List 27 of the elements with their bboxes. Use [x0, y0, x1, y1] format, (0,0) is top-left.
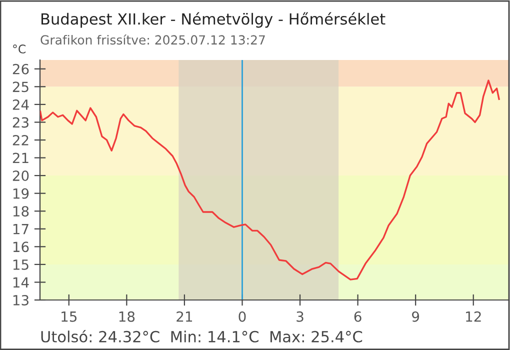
y-tick-label: 20 [12, 170, 29, 182]
y-tick-label: 19 [13, 188, 29, 199]
y-tick-label: 22 [12, 134, 28, 146]
y-tick-label: 18 [13, 206, 29, 217]
y-axis-title: °C [13, 44, 26, 54]
y-tick-label: 14 [13, 277, 29, 288]
chart-title: Budapest XII.ker - Németvölgy - Hőmérséklet [42, 12, 386, 28]
y-tick-label: 17 [13, 224, 28, 234]
y-tick-label: 15 [13, 260, 28, 270]
chart-subtitle: Grafikon frissítve: 2025.07.12 13:27 [40, 34, 265, 45]
y-tick-label: 25 [12, 82, 28, 92]
x-tick-label: 15 [62, 312, 77, 322]
x-tick-label: 0 [238, 311, 246, 322]
y-tick-label: 16 [13, 242, 29, 252]
y-tick-label: 23 [12, 117, 28, 128]
x-tick-label: 21 [176, 311, 192, 322]
text: Utolsó: 24.32°C Min: 14.1°C Max: 25.4°C [41, 330, 362, 342]
line-series [40, 80, 500, 280]
x-tick-label: 9 [412, 311, 420, 322]
x-tick-label: 3 [296, 311, 304, 322]
x-tick-label: 18 [119, 311, 135, 322]
x-tick-label: 12 [466, 311, 481, 322]
y-tick-label: 21 [12, 152, 28, 164]
x-tick-label: 6 [354, 311, 362, 322]
y-tick-label: 26 [12, 64, 29, 74]
y-tick-label: 24 [12, 99, 29, 110]
y-tick-label: 13 [13, 294, 28, 306]
